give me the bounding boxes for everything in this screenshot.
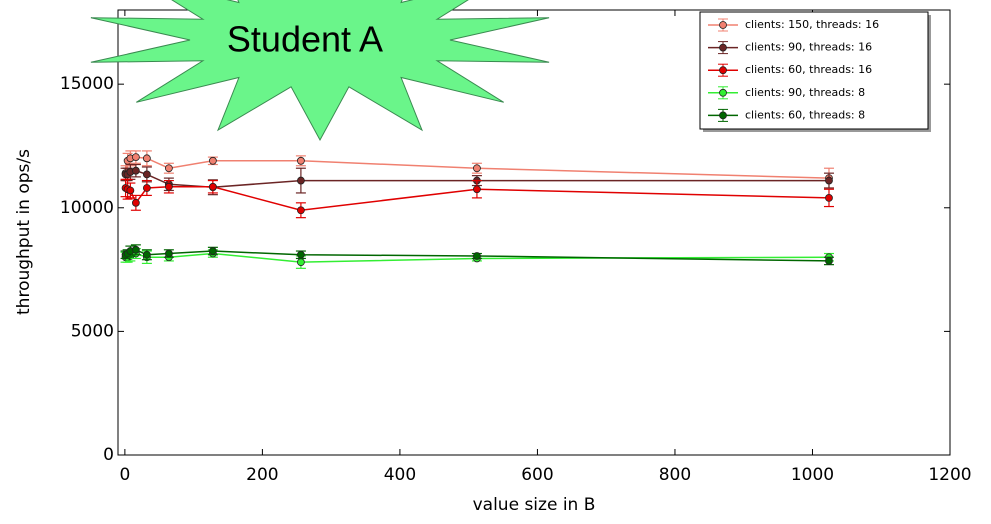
marker (164, 164, 173, 173)
x-tick-label: 0 (119, 465, 130, 485)
x-tick-label: 800 (659, 465, 691, 485)
marker (142, 184, 151, 192)
marker (131, 198, 140, 207)
legend-label: clients: 90, threads: 16 (745, 41, 872, 54)
marker (473, 185, 481, 194)
marker (142, 154, 151, 163)
y-tick-label: 15000 (60, 74, 114, 94)
marker (297, 176, 305, 185)
legend-marker (719, 111, 727, 120)
marker (208, 156, 217, 165)
annotation-star (90, 0, 550, 142)
y-tick-label: 0 (103, 445, 114, 465)
marker (473, 164, 481, 173)
marker (825, 176, 833, 185)
x-tick-label: 1200 (928, 465, 971, 485)
marker (164, 182, 173, 191)
marker (131, 166, 140, 175)
legend-marker (719, 88, 727, 97)
marker (131, 153, 140, 161)
annotation-text: Student A (227, 19, 383, 60)
x-tick-label: 600 (521, 465, 553, 485)
marker (142, 250, 151, 259)
marker (297, 258, 305, 267)
marker (825, 257, 833, 265)
y-tick-label: 10000 (60, 198, 114, 218)
marker (126, 186, 135, 195)
legend-marker (719, 43, 727, 52)
marker (208, 182, 217, 191)
marker (164, 249, 173, 258)
legend-label: clients: 60, threads: 16 (745, 63, 872, 76)
legend-marker (719, 66, 727, 75)
legend-marker (719, 21, 727, 29)
y-axis-label: throughput in ops/s (14, 149, 34, 315)
marker (297, 250, 305, 259)
marker (208, 247, 217, 255)
legend-label: clients: 90, threads: 8 (745, 86, 865, 99)
marker (473, 252, 481, 260)
x-tick-label: 1000 (791, 465, 834, 485)
x-tick-label: 200 (246, 465, 278, 485)
marker (297, 206, 305, 215)
legend-label: clients: 150, threads: 16 (745, 18, 879, 31)
marker (142, 170, 151, 179)
y-tick-label: 5000 (71, 321, 114, 341)
marker (131, 245, 140, 254)
legend-label: clients: 60, threads: 8 (745, 108, 865, 121)
x-axis-label: value size in B (473, 495, 596, 515)
x-tick-label: 400 (384, 465, 416, 485)
marker (825, 193, 833, 202)
marker (297, 156, 305, 165)
plot-frame (117, 9, 951, 456)
